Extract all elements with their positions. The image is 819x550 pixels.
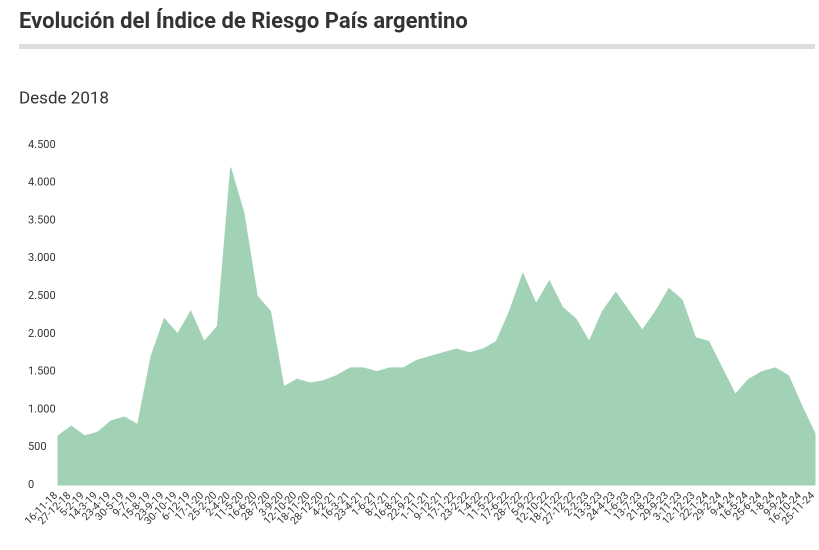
y-tick-label: 2.000 — [28, 327, 56, 340]
y-tick-label: 4.500 — [28, 138, 56, 151]
y-tick-label: 3.500 — [28, 213, 56, 226]
y-tick-label: 4.000 — [28, 176, 56, 189]
y-tick-label: 500 — [28, 440, 47, 453]
area — [57, 167, 816, 486]
y-tick-label: 0 — [28, 478, 34, 491]
title-rule — [19, 44, 815, 49]
y-tick-label: 1.500 — [28, 365, 56, 378]
chart-title: Evolución del Índice de Riesgo País arge… — [19, 8, 468, 34]
y-tick-label: 1.000 — [28, 402, 56, 415]
y-tick-label: 2.500 — [28, 289, 56, 302]
y-tick-label: 3.000 — [28, 251, 56, 264]
chart-subtitle: Desde 2018 — [19, 88, 109, 108]
